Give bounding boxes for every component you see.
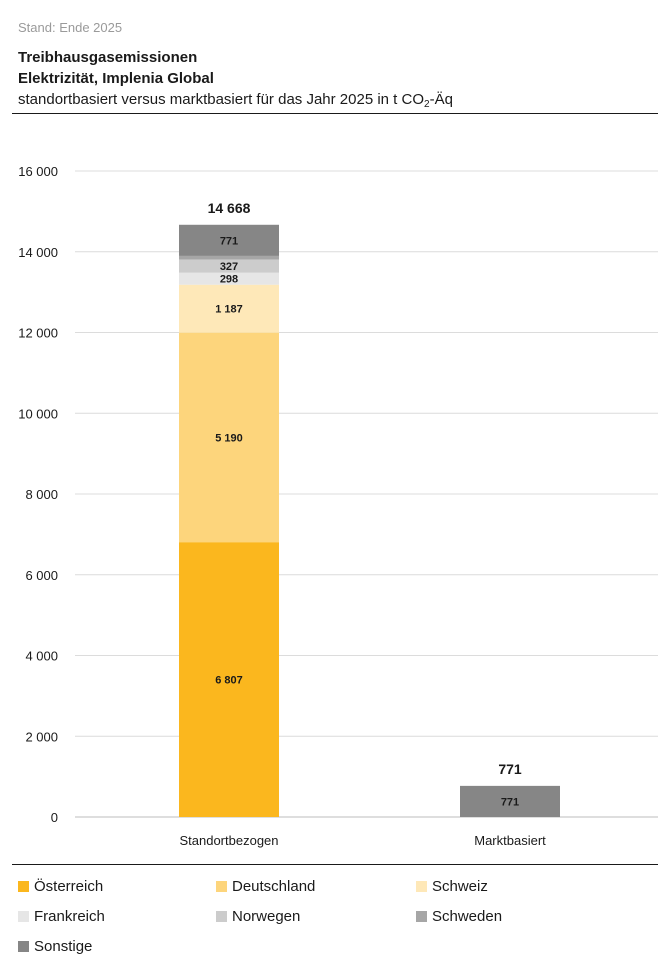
segment-value-label: 6 807 (215, 675, 243, 687)
segment-value-label: 771 (220, 235, 238, 247)
legend-label: Norwegen (232, 908, 301, 925)
y-tick-label: 0 (51, 810, 58, 825)
segment-value-label: 298 (220, 274, 238, 286)
legend-item-sonstige: Sonstige (18, 938, 92, 955)
legend-label: Schweiz (432, 878, 488, 895)
segment-value-label: 5 190 (215, 432, 243, 444)
bar-segment-sonstige (460, 785, 560, 817)
status-date: Stand: Ende 2025 (18, 20, 123, 35)
legend-label: Sonstige (34, 938, 93, 955)
legend-item-norwegen: Norwegen (216, 908, 300, 925)
legend-label: Frankreich (34, 908, 105, 925)
bar-segment-schweden (179, 255, 279, 260)
y-tick-label: 4 000 (25, 649, 58, 664)
legend-item-schweden: Schweden (416, 908, 502, 925)
legend-swatch (216, 911, 227, 922)
legend-label: Schweden (432, 908, 503, 925)
chart-title-line-1: Treibhausgasemissionen (18, 49, 198, 66)
subtitle-text: standortbasiert versus marktbasiert für … (18, 91, 425, 108)
legend-swatch (416, 911, 427, 922)
legend-rule (12, 864, 658, 865)
legend-label: Österreich (34, 878, 104, 895)
bar-total-label: 14 668 (208, 200, 251, 216)
legend-item-deutschland: Deutschland (216, 878, 315, 895)
subtitle-unit-suffix: -Äq (429, 91, 453, 108)
bar-segment-schweiz (179, 284, 279, 333)
segment-value-label: 1 187 (215, 304, 243, 316)
bar-segment-sonstige (179, 224, 279, 256)
legend-swatch (416, 881, 427, 892)
y-tick-label: 8 000 (25, 487, 58, 502)
bar-segment-norwegen (179, 259, 279, 273)
segment-value-label: 771 (501, 796, 519, 808)
segment-value-label: 327 (220, 261, 238, 273)
y-tick-label: 12 000 (18, 326, 58, 341)
top-rule (12, 113, 658, 114)
subtitle-subscript: 2 (424, 99, 430, 110)
stacked-bar-chart: 0 2 000 4 000 6 000 8 000 10 000 12 000 14 000 1… (18, 164, 658, 848)
chart-subtitle: standortbasiert versus marktbasiert für … (18, 91, 453, 110)
y-tick-label: 2 000 (25, 729, 58, 744)
chart-title: Treibhausgasemissionen Elektrizität, Imp… (18, 47, 214, 89)
legend-item-österreich: Österreich (18, 878, 103, 895)
bar-segment-österreich (179, 542, 279, 817)
y-tick-label: 14 000 (18, 245, 58, 260)
legend-swatch (216, 881, 227, 892)
legend-swatch (18, 941, 29, 952)
legend-item-schweiz: Schweiz (416, 878, 488, 895)
legend-swatch (18, 911, 29, 922)
legend-item-frankreich: Frankreich (18, 908, 105, 925)
y-tick-label: 10 000 (18, 406, 58, 421)
bar-segment-frankreich (179, 272, 279, 285)
x-category-label: Standortbezogen (179, 833, 278, 848)
chart-title-line-2: Elektrizität, Implenia Global (18, 70, 214, 87)
y-tick-label: 16 000 (18, 164, 58, 179)
legend-swatch (18, 881, 29, 892)
legend-label: Deutschland (232, 878, 316, 895)
y-tick-label: 6 000 (25, 568, 58, 583)
bar-total-label: 771 (498, 761, 522, 777)
bar-segment-deutschland (179, 332, 279, 543)
x-category-label: Marktbasiert (474, 833, 546, 848)
